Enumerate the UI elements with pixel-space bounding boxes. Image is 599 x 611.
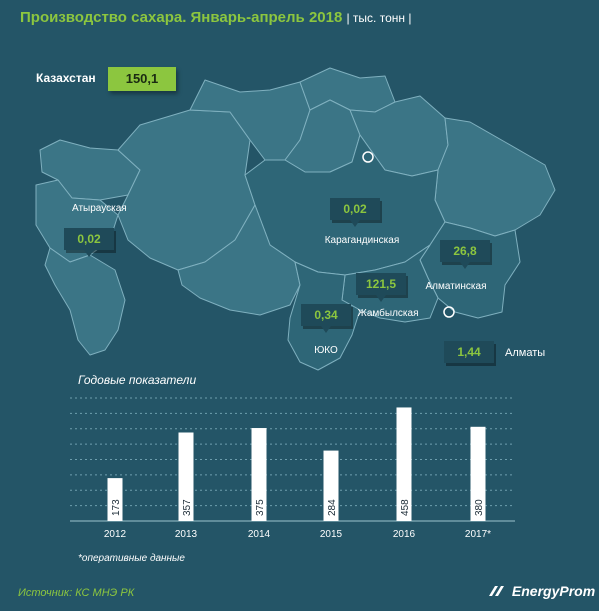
country-total-value: 150,1 bbox=[108, 67, 176, 91]
callout-box-zhambyl bbox=[356, 273, 406, 295]
region-label-karaganda: Карагандинская bbox=[325, 235, 400, 246]
x-tick-label: 2014 bbox=[248, 529, 271, 540]
region-label-south-kazakhstan: ЮКО bbox=[314, 345, 338, 356]
astana-city-marker bbox=[362, 151, 374, 163]
x-tick-label: 2015 bbox=[320, 529, 343, 540]
callout-box-karaganda bbox=[330, 198, 380, 220]
callout-pointer bbox=[321, 326, 331, 333]
page-title: Производство сахара. Январь-апрель 2018 … bbox=[20, 9, 411, 26]
region-label-almaty-city: Алматы bbox=[505, 347, 545, 359]
region-label-atyrau: Атырауская bbox=[72, 203, 127, 214]
bar-2014 bbox=[251, 428, 267, 521]
title-text: Производство сахара. Январь-апрель 2018 bbox=[20, 9, 343, 26]
brand-text: EnergyProm bbox=[511, 583, 596, 599]
region-value-south-kazakhstan: 0,34 bbox=[314, 308, 338, 322]
bar-value-label: 380 bbox=[474, 499, 485, 516]
region-mangystau bbox=[44, 247, 126, 356]
region-value-zhambyl: 121,5 bbox=[366, 277, 396, 291]
bar-value-label: 357 bbox=[182, 499, 193, 516]
callout-box-atyrau bbox=[64, 228, 114, 250]
x-tick-label: 2013 bbox=[175, 529, 198, 540]
region-north-kazakhstan bbox=[299, 67, 396, 113]
bar-2013 bbox=[178, 432, 194, 521]
brand-logo: EnergyProm bbox=[488, 583, 595, 599]
bar-value-label: 375 bbox=[255, 499, 266, 516]
region-east-kazakhstan bbox=[434, 117, 556, 237]
bar-value-label: 284 bbox=[327, 499, 338, 516]
bar-value-label: 458 bbox=[400, 499, 411, 516]
region-value-almaty-city: 1,44 bbox=[457, 345, 481, 359]
footnote: *оперативные данные bbox=[78, 553, 185, 564]
callout-box-south-kazakhstan bbox=[301, 304, 351, 326]
bar-2012 bbox=[107, 478, 123, 521]
almaty-city-marker bbox=[443, 306, 455, 318]
x-tick-label: 2016 bbox=[393, 529, 416, 540]
bar-2016 bbox=[396, 407, 412, 521]
callout-pointer bbox=[84, 250, 94, 257]
region-label-almaty-region: Алматинская bbox=[426, 281, 487, 292]
callout-pointer bbox=[376, 295, 386, 302]
source-note: Источник: КС МНЭ РК bbox=[18, 587, 135, 599]
x-tick-label: 2017* bbox=[465, 529, 491, 540]
country-total-label: Казахстан bbox=[36, 71, 96, 85]
region-value-karaganda: 0,02 bbox=[343, 202, 367, 216]
bar-2017* bbox=[470, 426, 486, 521]
region-value-atyrau: 0,02 bbox=[77, 232, 101, 246]
chart-title: Годовые показатели bbox=[78, 373, 197, 387]
energyprom-icon bbox=[489, 586, 504, 596]
x-tick-label: 2012 bbox=[104, 529, 127, 540]
units-label: | тыс. тонн | bbox=[346, 11, 412, 25]
region-value-almaty-region: 26,8 bbox=[453, 244, 477, 258]
bar-value-label: 173 bbox=[111, 499, 122, 516]
callout-pointer bbox=[460, 262, 470, 269]
callout-pointer bbox=[350, 220, 360, 227]
callout-box-almaty-city bbox=[444, 341, 494, 363]
callout-box-almaty-region bbox=[440, 240, 490, 262]
region-label-zhambyl: Жамбылская bbox=[358, 307, 419, 319]
bar-2015 bbox=[323, 450, 339, 521]
